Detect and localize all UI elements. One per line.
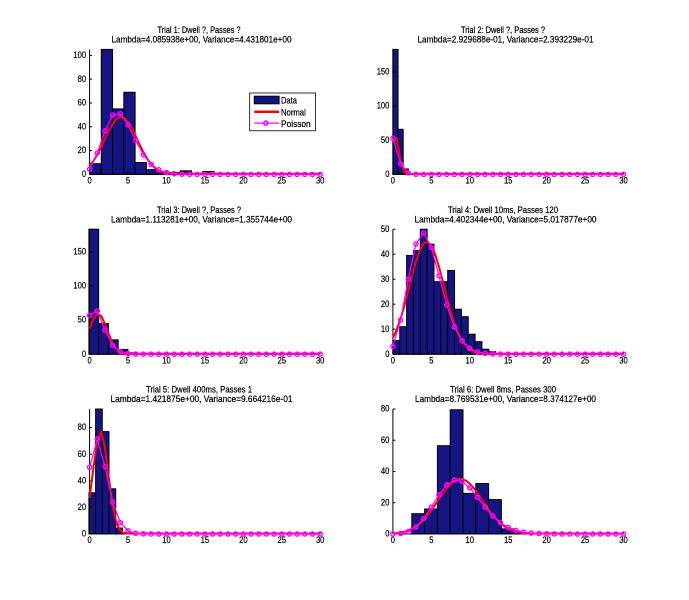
svg-text:15: 15 <box>504 354 513 365</box>
svg-text:60: 60 <box>78 97 87 108</box>
svg-text:0: 0 <box>385 168 389 179</box>
svg-text:20: 20 <box>78 501 87 512</box>
svg-text:15: 15 <box>504 534 513 545</box>
svg-text:60: 60 <box>78 448 87 459</box>
svg-text:15: 15 <box>201 534 210 545</box>
svg-text:100: 100 <box>377 100 390 111</box>
svg-text:Poisson: Poisson <box>281 118 311 129</box>
svg-text:15: 15 <box>504 175 513 186</box>
svg-text:0: 0 <box>385 348 389 359</box>
svg-text:0: 0 <box>385 528 389 539</box>
svg-text:5: 5 <box>126 175 130 186</box>
svg-text:150: 150 <box>377 66 390 77</box>
svg-text:5: 5 <box>126 534 130 545</box>
svg-text:0: 0 <box>391 354 395 365</box>
svg-text:25: 25 <box>278 534 287 545</box>
svg-text:Trial 3: Dwell ?, Passes ?: Trial 3: Dwell ?, Passes ? <box>157 204 241 215</box>
svg-text:30: 30 <box>316 354 325 365</box>
svg-text:60: 60 <box>381 434 390 445</box>
svg-text:Trial 6: Dwell 8ms, Passes 300: Trial 6: Dwell 8ms, Passes 300 <box>450 384 556 395</box>
svg-text:100: 100 <box>73 49 86 60</box>
svg-text:0: 0 <box>88 175 92 186</box>
svg-text:0: 0 <box>82 348 86 359</box>
svg-text:20: 20 <box>78 144 87 155</box>
svg-text:Normal: Normal <box>281 107 306 118</box>
svg-text:5: 5 <box>429 534 433 545</box>
svg-text:15: 15 <box>201 354 210 365</box>
svg-text:0: 0 <box>391 175 395 186</box>
svg-text:50: 50 <box>381 223 390 234</box>
svg-text:25: 25 <box>581 534 590 545</box>
svg-text:Lambda=4.402344e+00, Variance=: Lambda=4.402344e+00, Variance=5.017877e+… <box>415 213 597 224</box>
svg-text:30: 30 <box>316 175 325 186</box>
svg-text:20: 20 <box>542 534 551 545</box>
svg-text:30: 30 <box>619 354 628 365</box>
svg-text:0: 0 <box>88 354 92 365</box>
svg-text:20: 20 <box>381 496 390 507</box>
svg-text:15: 15 <box>201 175 210 186</box>
svg-text:40: 40 <box>381 465 390 476</box>
svg-text:30: 30 <box>381 273 390 284</box>
svg-text:10: 10 <box>162 354 171 365</box>
svg-text:Lambda=1.113281e+00, Variance=: Lambda=1.113281e+00, Variance=1.355744e+… <box>111 213 292 224</box>
svg-text:Lambda=4.085938e+00, Variance=: Lambda=4.085938e+00, Variance=4.431801e+… <box>112 34 292 45</box>
svg-text:80: 80 <box>381 403 390 414</box>
svg-text:Data: Data <box>281 95 298 106</box>
svg-text:25: 25 <box>278 354 287 365</box>
svg-text:50: 50 <box>78 314 87 325</box>
svg-text:80: 80 <box>78 421 87 432</box>
svg-text:Lambda=8.769531e+00, Variance=: Lambda=8.769531e+00, Variance=8.374127e+… <box>415 393 596 404</box>
svg-text:0: 0 <box>82 528 86 539</box>
svg-text:50: 50 <box>381 134 390 145</box>
svg-text:5: 5 <box>429 175 433 186</box>
svg-text:Trial 4: Dwell 10ms, Passes 12: Trial 4: Dwell 10ms, Passes 120 <box>448 204 558 215</box>
svg-text:20: 20 <box>239 534 248 545</box>
svg-text:Lambda=1.421875e+00, Variance=: Lambda=1.421875e+00, Variance=9.664216e-… <box>111 393 293 404</box>
svg-text:20: 20 <box>239 354 248 365</box>
svg-text:0: 0 <box>391 534 395 545</box>
svg-text:30: 30 <box>619 534 628 545</box>
svg-text:40: 40 <box>381 248 390 259</box>
svg-text:100: 100 <box>73 279 86 290</box>
svg-text:80: 80 <box>78 73 87 84</box>
svg-text:25: 25 <box>278 175 287 186</box>
svg-text:40: 40 <box>78 120 87 131</box>
svg-text:30: 30 <box>316 534 325 545</box>
svg-text:Trial 2: Dwell ?, Passes ?: Trial 2: Dwell ?, Passes ? <box>461 24 545 35</box>
svg-text:10: 10 <box>381 323 390 334</box>
svg-text:5: 5 <box>429 354 433 365</box>
svg-text:Trial 1: Dwell ?, Passes ?: Trial 1: Dwell ?, Passes ? <box>158 24 241 35</box>
svg-text:10: 10 <box>466 354 475 365</box>
svg-text:40: 40 <box>78 474 87 485</box>
svg-text:10: 10 <box>466 175 475 186</box>
svg-text:Trial 5: Dwell 400ms, Passes 1: Trial 5: Dwell 400ms, Passes 1 <box>146 384 252 395</box>
svg-text:5: 5 <box>126 354 130 365</box>
svg-text:Lambda=2.929688e-01, Variance=: Lambda=2.929688e-01, Variance=2.393229e-… <box>418 34 594 45</box>
svg-text:150: 150 <box>73 245 86 256</box>
svg-text:20: 20 <box>239 175 248 186</box>
svg-text:10: 10 <box>162 175 171 186</box>
svg-text:25: 25 <box>581 354 590 365</box>
svg-text:25: 25 <box>581 175 590 186</box>
svg-text:10: 10 <box>162 534 171 545</box>
svg-text:30: 30 <box>619 175 628 186</box>
svg-text:20: 20 <box>381 298 390 309</box>
svg-text:0: 0 <box>88 534 92 545</box>
svg-text:20: 20 <box>542 175 551 186</box>
svg-text:20: 20 <box>542 354 551 365</box>
svg-text:0: 0 <box>82 168 86 179</box>
svg-text:10: 10 <box>466 534 475 545</box>
